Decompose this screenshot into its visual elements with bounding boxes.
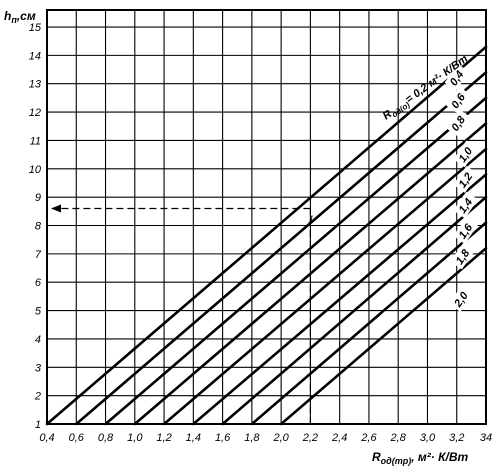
y-tick-label: 11 — [30, 135, 41, 147]
y-tick-label: 2 — [34, 391, 41, 403]
series-label-bg — [453, 165, 478, 193]
y-tick-label: 7 — [35, 249, 42, 261]
x-tick-label: 0,6 — [69, 432, 85, 444]
example-construction: 1 — [51, 204, 314, 424]
series-label-bg — [453, 140, 478, 168]
series-line-1-2 — [192, 173, 488, 426]
series-label-bg — [446, 109, 471, 137]
y-tick-label: 14 — [29, 50, 41, 62]
x-tick-label: 1,2 — [156, 432, 171, 444]
x-tick-label: 1,0 — [127, 432, 143, 444]
series-line-1-0 — [162, 147, 488, 426]
plot-frame — [46, 9, 487, 425]
x-tick-label: 2,6 — [360, 432, 377, 444]
series-label-bg — [444, 63, 470, 91]
y-tick-label: 12 — [29, 107, 41, 119]
series-line-0-6 — [104, 96, 488, 426]
series-label-bg — [446, 86, 471, 114]
y-tick-label: 9 — [35, 192, 41, 204]
y-axis-title: hп,см — [4, 9, 36, 25]
series-label-bg — [453, 216, 478, 244]
series-label-bg — [448, 285, 474, 312]
y-tick-label: 13 — [29, 79, 42, 91]
y-tick-label: 3 — [35, 362, 42, 374]
series-label-bg — [453, 191, 478, 219]
y-tick-label: 15 — [29, 22, 42, 34]
x-tick-label: 2,0 — [272, 432, 289, 444]
series-label: 2,0 — [448, 285, 474, 312]
example-point-label: 1 — [308, 214, 314, 225]
x-tick-label: 2,2 — [302, 432, 318, 444]
series-line-0-4 — [74, 71, 488, 426]
x-tick-label: 3,2 — [449, 432, 464, 444]
x-tick-label: 1,6 — [215, 432, 231, 444]
y-tick-label: 4 — [35, 334, 41, 346]
y-tick-label: 1 — [35, 419, 41, 431]
series-label: 0,6 — [446, 86, 471, 114]
plot-border — [46, 9, 487, 425]
series-labels: 0,40,60,81,01,21,41,61,82,0 — [444, 63, 478, 312]
series-line-1-8 — [279, 246, 488, 426]
x-tick-label: 2,4 — [331, 432, 347, 444]
x-tick-label: 1,4 — [186, 432, 201, 444]
series-line-0-8 — [133, 122, 488, 426]
tick-labels: 0,4 0,6 0,8 1,0 1,2 1,4 1,6 1,8 2,0 2,2 2,4 2,6 2,8 3… — [29, 22, 492, 444]
y-tick-label: 10 — [29, 164, 42, 176]
series-line-1-6 — [250, 221, 488, 426]
x-tick-label: 3,0 — [420, 432, 436, 444]
x-tick-label: 2,8 — [390, 432, 407, 444]
x-tick-label: 0,4 — [39, 432, 54, 444]
y-tick-label: 6 — [35, 277, 42, 289]
x-tick-label: 0,8 — [98, 432, 114, 444]
y-tick-label: 8 — [35, 221, 42, 233]
x-axis-title: Rод(тр), м²· К/Вт — [372, 450, 468, 466]
x-tick-label: 34 — [480, 432, 492, 444]
x-tick-label: 1,8 — [244, 432, 260, 444]
y-tick-label: 5 — [35, 306, 42, 318]
series-lines — [45, 45, 488, 426]
series-line-1-4 — [221, 195, 488, 426]
series-label: 1,8 — [450, 242, 476, 270]
series-line-0-2 — [45, 45, 488, 426]
series-label-bg — [450, 242, 476, 270]
